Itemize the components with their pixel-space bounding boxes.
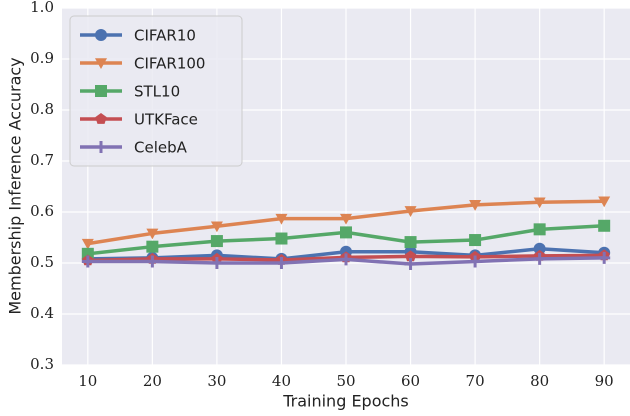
marker <box>598 196 611 208</box>
marker <box>404 206 417 217</box>
y-tick-label: 0.7 <box>30 151 54 169</box>
x-tick-label: 20 <box>143 372 162 390</box>
y-axis-label: Membership Inference Accuracy <box>6 57 25 314</box>
y-tick-label: 0.9 <box>30 49 54 67</box>
x-tick-label: 10 <box>78 372 97 390</box>
x-tick-label: 60 <box>401 372 420 390</box>
x-tick-label: 40 <box>272 372 291 390</box>
series <box>81 196 611 250</box>
marker <box>275 257 288 269</box>
legend-label: STL10 <box>134 83 180 101</box>
marker <box>275 232 288 245</box>
marker <box>598 251 611 264</box>
marker <box>340 213 352 225</box>
marker <box>210 257 223 269</box>
marker <box>533 252 546 265</box>
marker <box>210 235 223 248</box>
series <box>81 251 611 271</box>
marker <box>210 221 223 233</box>
marker <box>533 242 546 255</box>
marker <box>146 240 159 253</box>
marker <box>469 234 482 247</box>
y-tick-label: 0.4 <box>30 304 54 322</box>
marker <box>340 226 352 239</box>
marker <box>95 85 107 97</box>
lines <box>81 196 611 271</box>
marker <box>95 113 107 124</box>
marker <box>81 255 94 268</box>
marker <box>275 213 288 225</box>
legend-label: UTKFace <box>134 111 198 129</box>
marker <box>146 228 159 240</box>
x-tick-label: 70 <box>466 372 485 390</box>
x-axis-label: Training Epochs <box>282 392 409 411</box>
legend-box <box>69 15 243 167</box>
y-tick-label: 0.6 <box>30 202 54 220</box>
marker <box>404 236 417 249</box>
series <box>81 219 611 260</box>
legend-label: CelebA <box>134 139 188 157</box>
legend: CIFAR10 CIFAR100 STL10 UTKFace CelebA <box>69 15 243 167</box>
x-tick-label: 30 <box>207 372 226 390</box>
marker <box>533 197 546 209</box>
marker <box>469 200 482 211</box>
y-tick-label: 0.5 <box>30 253 54 271</box>
marker <box>146 255 159 268</box>
legend-label: CIFAR10 <box>134 27 196 45</box>
x-tick-label: 80 <box>530 372 549 390</box>
marker <box>404 250 417 262</box>
marker <box>95 141 107 153</box>
legend-label: CIFAR100 <box>134 55 205 73</box>
marker <box>598 219 611 232</box>
y-tick-label: 0.3 <box>30 355 54 373</box>
marker <box>404 258 417 271</box>
marker <box>81 238 94 250</box>
marker <box>340 253 352 266</box>
x-tick-label: 90 <box>595 372 614 390</box>
marker <box>95 29 107 41</box>
marker <box>533 223 546 236</box>
marker <box>469 255 482 268</box>
x-tick-label: 50 <box>336 372 355 390</box>
marker <box>95 58 107 69</box>
y-tick-label: 1.0 <box>30 0 54 16</box>
y-tick-label: 0.8 <box>30 100 54 118</box>
